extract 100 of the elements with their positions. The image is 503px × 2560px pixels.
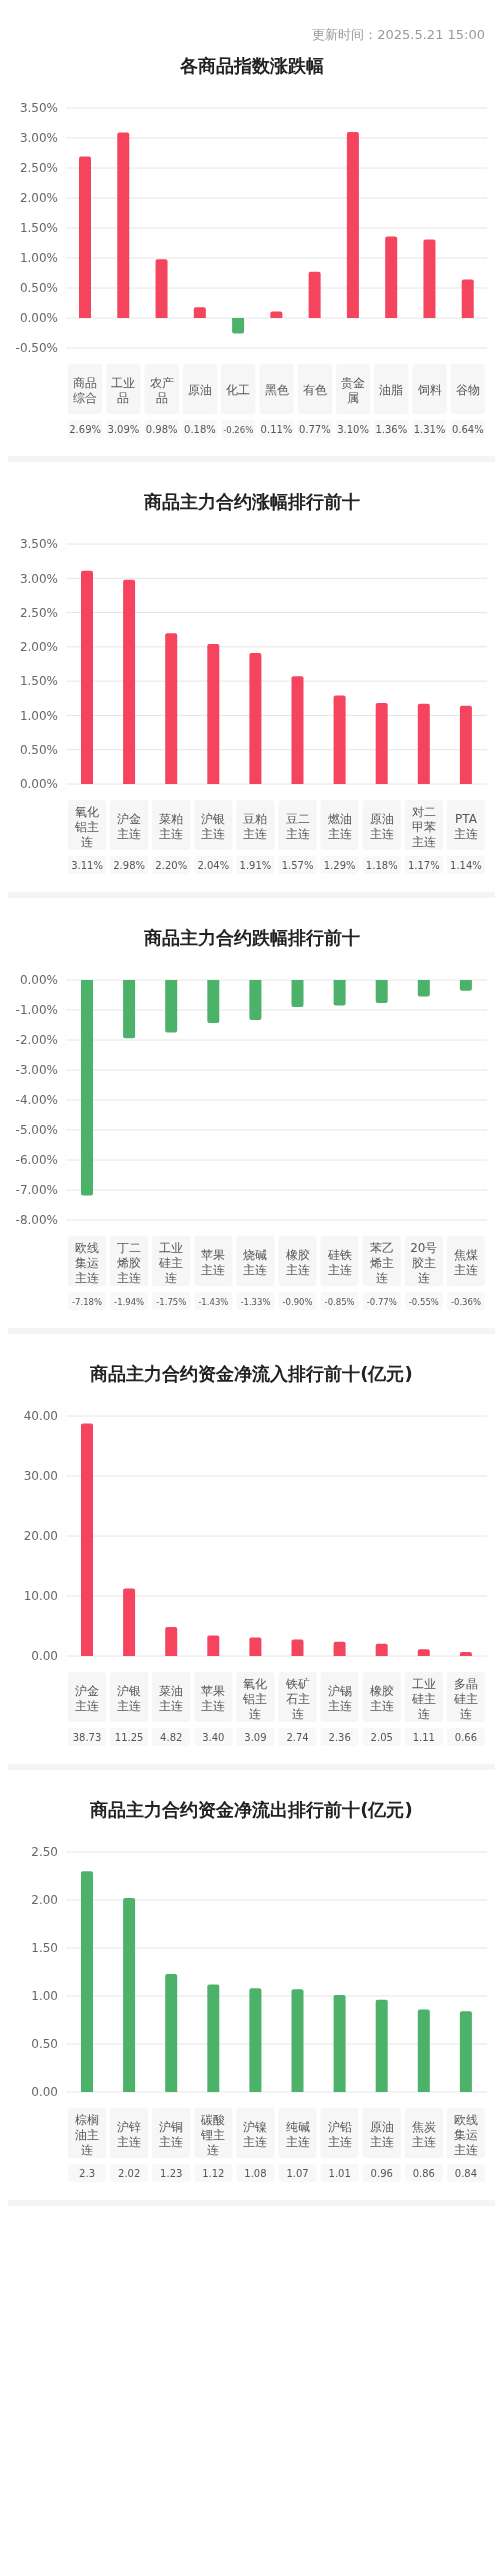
x-tick-label: 橡胶主连 bbox=[285, 1248, 310, 1277]
data-label: 0.96 bbox=[370, 2168, 393, 2179]
bar bbox=[459, 705, 472, 784]
x-tick-label: 沪金主连 bbox=[75, 1684, 100, 1713]
x-tick-label: 油脂 bbox=[379, 383, 404, 397]
y-tick-label: 20.00 bbox=[23, 1529, 58, 1544]
bar bbox=[375, 703, 388, 784]
bar bbox=[291, 1989, 304, 2092]
x-tick-label: 碳酸锂主连 bbox=[200, 2113, 226, 2157]
x-tick-label: 20号胶主连 bbox=[410, 1241, 438, 1285]
x-tick-label: 菜粕主连 bbox=[159, 812, 184, 841]
x-tick-label: 棕榈油主连 bbox=[75, 2113, 100, 2157]
x-tick-label: 沪锡主连 bbox=[327, 1684, 352, 1713]
y-tick-label: 0.00 bbox=[31, 1649, 58, 1664]
y-tick-label: 2.50% bbox=[19, 161, 58, 176]
bar bbox=[291, 676, 304, 784]
chart-title: 商品主力合约资金净流出排行前十(亿元) bbox=[89, 1798, 414, 1822]
x-tick-label: 工业硅主连 bbox=[158, 1241, 184, 1285]
y-tick-label: 3.50% bbox=[19, 537, 58, 552]
y-tick-label: 3.50% bbox=[19, 101, 58, 116]
x-tick-label: 苯乙烯主连 bbox=[369, 1241, 394, 1285]
data-label: 2.02 bbox=[118, 2168, 141, 2179]
data-label: 2.3 bbox=[79, 2168, 95, 2179]
x-tick-label: 饲料 bbox=[416, 383, 442, 397]
data-label: -0.26% bbox=[223, 425, 254, 435]
y-tick-label: 2.00% bbox=[19, 191, 58, 206]
x-tick-label: 农产品 bbox=[149, 376, 174, 405]
text: 更新时间：2025.5.21 15:00 bbox=[311, 26, 486, 44]
data-label: 1.18% bbox=[365, 860, 398, 871]
y-tick-label: -8.00% bbox=[15, 1213, 58, 1228]
bar bbox=[333, 1641, 346, 1656]
y-tick-label: -6.00% bbox=[15, 1153, 58, 1168]
y-tick-label: 0.00% bbox=[19, 311, 58, 326]
bar bbox=[165, 633, 178, 784]
x-tick-label: 沪镍主连 bbox=[243, 2120, 268, 2149]
data-label: 0.18% bbox=[184, 424, 216, 435]
x-tick-label: 丁二烯胶主连 bbox=[117, 1241, 142, 1285]
x-tick-label: 烧碱主连 bbox=[243, 1248, 268, 1277]
x-tick-label: 商品综合 bbox=[73, 376, 98, 405]
data-label: 0.86 bbox=[412, 2168, 435, 2179]
data-label: 2.05 bbox=[370, 1732, 393, 1743]
data-label: 0.77% bbox=[298, 424, 331, 435]
bar bbox=[417, 703, 430, 784]
y-tick-label: 2.50% bbox=[19, 605, 58, 620]
y-tick-label: -5.00% bbox=[15, 1123, 58, 1138]
bar bbox=[375, 1999, 388, 2092]
bar bbox=[308, 271, 321, 318]
data-label: 4.82 bbox=[160, 1732, 183, 1743]
x-tick-label: 黑色 bbox=[264, 383, 289, 397]
bar bbox=[207, 1984, 220, 2092]
x-tick-label: 沪铅主连 bbox=[327, 2120, 352, 2149]
data-label: 3.09 bbox=[244, 1732, 267, 1743]
bar bbox=[123, 1588, 136, 1656]
data-label: 1.01 bbox=[328, 2168, 351, 2179]
y-tick-label: -0.50% bbox=[15, 341, 58, 356]
data-label: 1.36% bbox=[375, 424, 408, 435]
bar bbox=[333, 1995, 346, 2092]
y-tick-label: -2.00% bbox=[15, 1033, 58, 1048]
data-label: 3.10% bbox=[337, 424, 369, 435]
data-label: -1.43% bbox=[198, 1297, 229, 1307]
chart-title: 商品主力合约资金净流入排行前十(亿元) bbox=[89, 1362, 414, 1386]
bar bbox=[155, 259, 168, 318]
x-tick-label: 硅铁主连 bbox=[326, 1248, 352, 1277]
x-tick-label: 谷物 bbox=[455, 383, 480, 397]
bar bbox=[117, 132, 130, 318]
bar bbox=[165, 1627, 178, 1656]
bar bbox=[249, 1637, 262, 1656]
data-label: -0.85% bbox=[324, 1297, 355, 1307]
bar bbox=[417, 2009, 430, 2092]
x-tick-label: 工业硅主连 bbox=[410, 1677, 436, 1721]
bar bbox=[207, 644, 220, 784]
bar bbox=[81, 570, 93, 784]
data-label: 2.04% bbox=[197, 860, 230, 871]
y-tick-label: 0.50 bbox=[31, 2037, 58, 2052]
x-tick-label: 欧线集运主连 bbox=[453, 2113, 478, 2157]
y-tick-label: -4.00% bbox=[15, 1093, 58, 1108]
bar bbox=[232, 318, 245, 334]
bar bbox=[291, 1639, 304, 1656]
data-label: 1.14% bbox=[450, 860, 482, 871]
data-label: 1.29% bbox=[323, 860, 356, 871]
data-label: 1.31% bbox=[413, 424, 446, 435]
x-tick-label: 铁矿石主连 bbox=[284, 1677, 310, 1721]
x-tick-label: 燃油主连 bbox=[327, 812, 352, 841]
y-tick-label: 10.00 bbox=[23, 1589, 58, 1604]
bar bbox=[123, 579, 136, 784]
chart-title: 各商品指数涨跌幅 bbox=[178, 54, 325, 78]
y-tick-label: -1.00% bbox=[15, 1003, 58, 1018]
data-label: 1.11 bbox=[412, 1732, 435, 1743]
data-label: 1.57% bbox=[281, 860, 314, 871]
data-label: 3.40 bbox=[202, 1732, 225, 1743]
y-tick-label: 0.50% bbox=[19, 281, 58, 296]
data-label: 11.25 bbox=[114, 1732, 144, 1743]
data-label: 1.07 bbox=[286, 2168, 309, 2179]
y-tick-label: 0.50% bbox=[19, 742, 58, 757]
bar bbox=[79, 156, 91, 318]
x-tick-label: 氧化铝主连 bbox=[74, 805, 100, 849]
x-tick-label: 多晶硅主连 bbox=[452, 1677, 478, 1721]
bar bbox=[193, 307, 206, 318]
bar bbox=[207, 1635, 220, 1656]
data-label: 3.09% bbox=[107, 424, 140, 435]
